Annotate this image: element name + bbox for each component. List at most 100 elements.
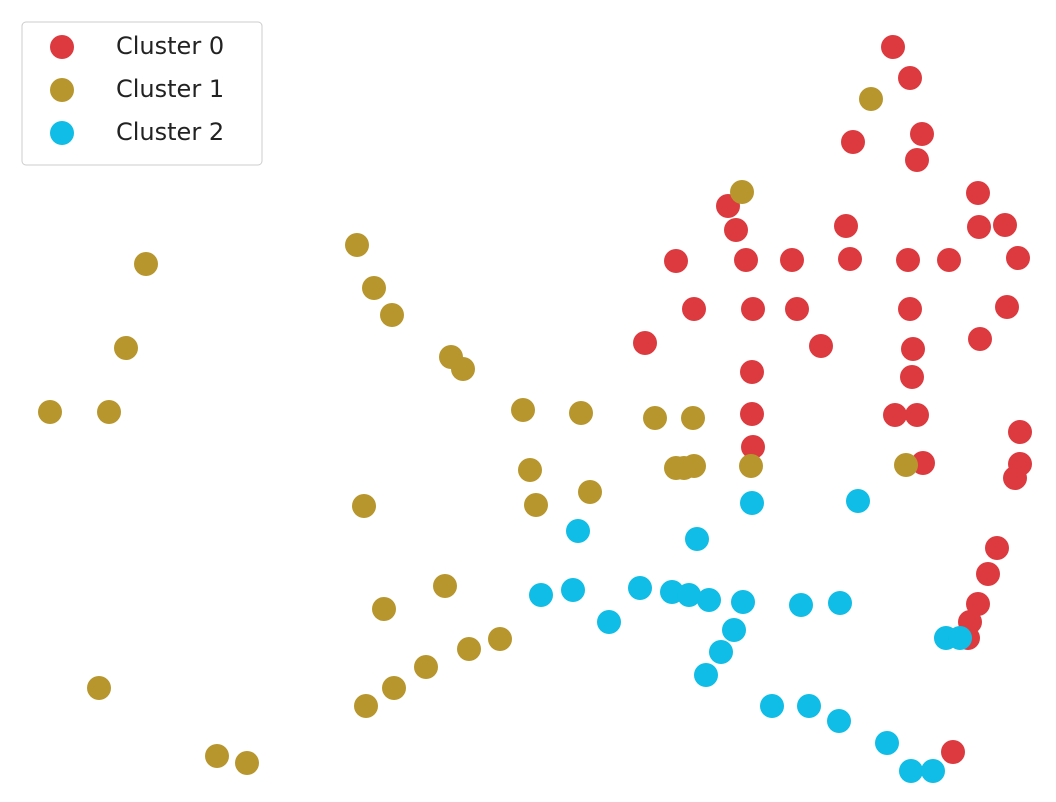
point — [372, 597, 396, 621]
point — [894, 453, 918, 477]
point — [841, 130, 865, 154]
point — [898, 66, 922, 90]
point — [524, 493, 548, 517]
point — [97, 400, 121, 424]
point — [780, 248, 804, 272]
point — [828, 591, 852, 615]
point — [740, 491, 764, 515]
point — [785, 297, 809, 321]
point — [352, 494, 376, 518]
point — [948, 626, 972, 650]
point — [993, 213, 1017, 237]
point — [740, 402, 764, 426]
point — [921, 759, 945, 783]
legend-marker — [50, 121, 74, 145]
point — [354, 694, 378, 718]
point — [561, 578, 585, 602]
point — [898, 297, 922, 321]
point — [899, 759, 923, 783]
point — [345, 233, 369, 257]
legend-box — [21, 21, 263, 166]
point — [740, 360, 764, 384]
point — [905, 148, 929, 172]
point — [628, 576, 652, 600]
point — [985, 536, 1009, 560]
point — [881, 35, 905, 59]
point — [569, 401, 593, 425]
point — [643, 406, 667, 430]
legend-label: Cluster 0 — [116, 32, 224, 60]
legend-marker — [50, 35, 74, 59]
point — [677, 583, 701, 607]
point — [937, 248, 961, 272]
point — [910, 122, 934, 146]
point — [995, 295, 1019, 319]
point — [664, 249, 688, 273]
point — [731, 590, 755, 614]
point — [235, 751, 259, 775]
point — [597, 610, 621, 634]
point — [1003, 466, 1027, 490]
point — [38, 400, 62, 424]
point — [741, 435, 765, 459]
point — [976, 562, 1000, 586]
point — [905, 403, 929, 427]
point — [846, 489, 870, 513]
point — [362, 276, 386, 300]
point — [414, 655, 438, 679]
point — [724, 218, 748, 242]
point — [682, 297, 706, 321]
point — [511, 398, 535, 422]
point — [672, 456, 696, 480]
point — [741, 297, 765, 321]
point — [681, 406, 705, 430]
point — [380, 303, 404, 327]
point — [797, 694, 821, 718]
point — [734, 248, 758, 272]
point — [900, 365, 924, 389]
point — [382, 676, 406, 700]
point — [566, 519, 590, 543]
point — [457, 637, 481, 661]
point — [1006, 246, 1030, 270]
point — [901, 337, 925, 361]
point — [967, 215, 991, 239]
point — [114, 336, 138, 360]
point — [709, 640, 733, 664]
point — [834, 214, 858, 238]
point — [941, 740, 965, 764]
point — [875, 731, 899, 755]
point — [529, 583, 553, 607]
point — [488, 627, 512, 651]
point — [697, 588, 721, 612]
point — [827, 709, 851, 733]
legend-marker — [50, 78, 74, 102]
point — [433, 574, 457, 598]
point — [87, 676, 111, 700]
point — [739, 454, 763, 478]
point — [205, 744, 229, 768]
point — [883, 403, 907, 427]
point — [722, 618, 746, 642]
point — [1008, 420, 1032, 444]
point — [518, 458, 542, 482]
point — [968, 327, 992, 351]
point — [451, 357, 475, 381]
point — [694, 663, 718, 687]
legend-label: Cluster 1 — [116, 75, 224, 103]
point — [859, 87, 883, 111]
point — [789, 593, 813, 617]
point — [966, 181, 990, 205]
point — [896, 248, 920, 272]
point — [685, 527, 709, 551]
point — [730, 180, 754, 204]
legend-label: Cluster 2 — [116, 118, 224, 146]
point — [760, 694, 784, 718]
point — [578, 480, 602, 504]
point — [838, 247, 862, 271]
point — [633, 331, 657, 355]
point — [134, 252, 158, 276]
point — [809, 334, 833, 358]
point — [966, 592, 990, 616]
